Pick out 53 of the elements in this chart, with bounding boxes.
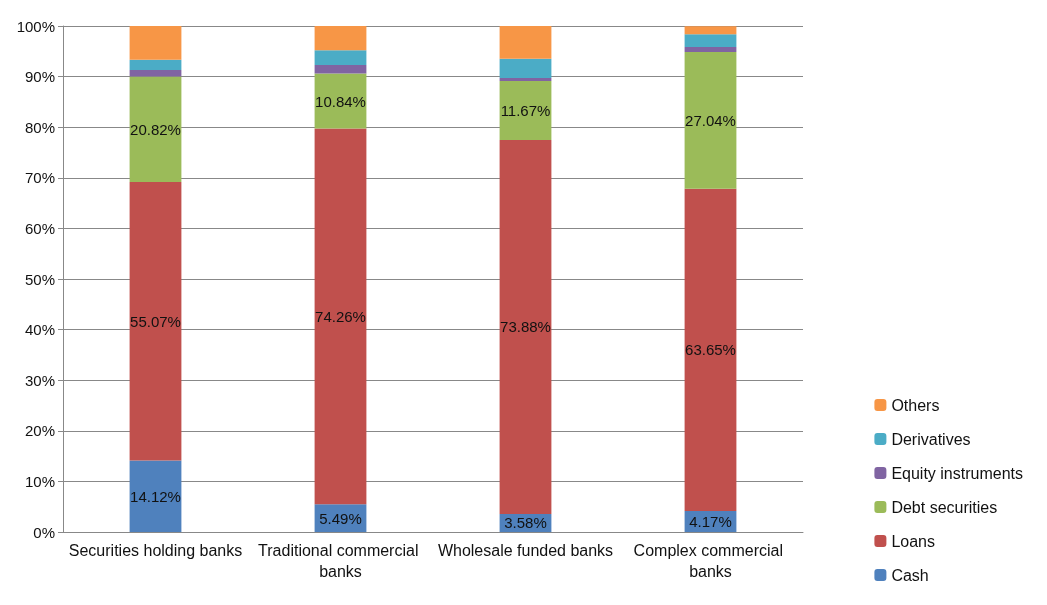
y-tick-label: 60% [24, 219, 55, 237]
bar [129, 181, 182, 461]
data-label: 20.82% [130, 120, 181, 138]
x-tick-label: Securities holding banks [68, 542, 243, 559]
bar [684, 34, 737, 47]
y-tick-label: 70% [24, 169, 55, 187]
y-tick-label: 90% [24, 68, 55, 86]
y-tick-label: 80% [24, 118, 55, 136]
legend-label: Loans [891, 532, 935, 550]
bar [499, 26, 552, 59]
bar [129, 460, 182, 532]
bar [499, 81, 552, 141]
bar [314, 26, 367, 51]
x-tick-label: Wholesale funded banks [437, 542, 614, 559]
data-label: 14.12% [130, 487, 181, 505]
bar [129, 69, 182, 77]
bar [314, 65, 367, 74]
x-tick-label: Complex commercial banks [633, 542, 788, 580]
y-tick-label: 50% [24, 270, 55, 288]
data-label: 73.88% [500, 318, 551, 336]
bar [499, 77, 552, 81]
data-label: 27.04% [685, 111, 736, 129]
legend-label: Others [891, 396, 940, 414]
legend-label: Debt securities [891, 498, 998, 516]
bar [684, 52, 737, 189]
data-label: 4.17% [689, 512, 732, 530]
bar [129, 76, 182, 182]
bar [684, 188, 737, 511]
y-tick-label: 20% [24, 422, 55, 440]
legend-label: Derivatives [891, 430, 971, 448]
y-tick-label: 10% [24, 472, 55, 490]
bar [129, 26, 182, 60]
legend-label: Cash [891, 566, 929, 584]
y-tick-label: 0% [33, 523, 55, 541]
bar [314, 128, 367, 505]
data-label: 63.65% [685, 341, 736, 359]
bar [684, 46, 737, 53]
data-label: 74.26% [315, 307, 366, 325]
y-tick-label: 100% [16, 17, 55, 35]
data-label: 55.07% [130, 312, 181, 330]
y-tick-label: 40% [24, 321, 55, 339]
bar [499, 140, 552, 514]
bar [129, 59, 182, 70]
bar [499, 58, 552, 78]
x-tick-label: Traditional commercial banks [258, 542, 423, 580]
legend-label: Equity instruments [891, 464, 1023, 482]
data-label: 11.67% [500, 102, 551, 120]
y-tick-label: 30% [24, 371, 55, 389]
data-label: 5.49% [319, 509, 362, 527]
data-label: 10.84% [315, 92, 366, 110]
bar [684, 26, 737, 35]
bar [314, 50, 367, 66]
data-label: 3.58% [504, 514, 547, 532]
